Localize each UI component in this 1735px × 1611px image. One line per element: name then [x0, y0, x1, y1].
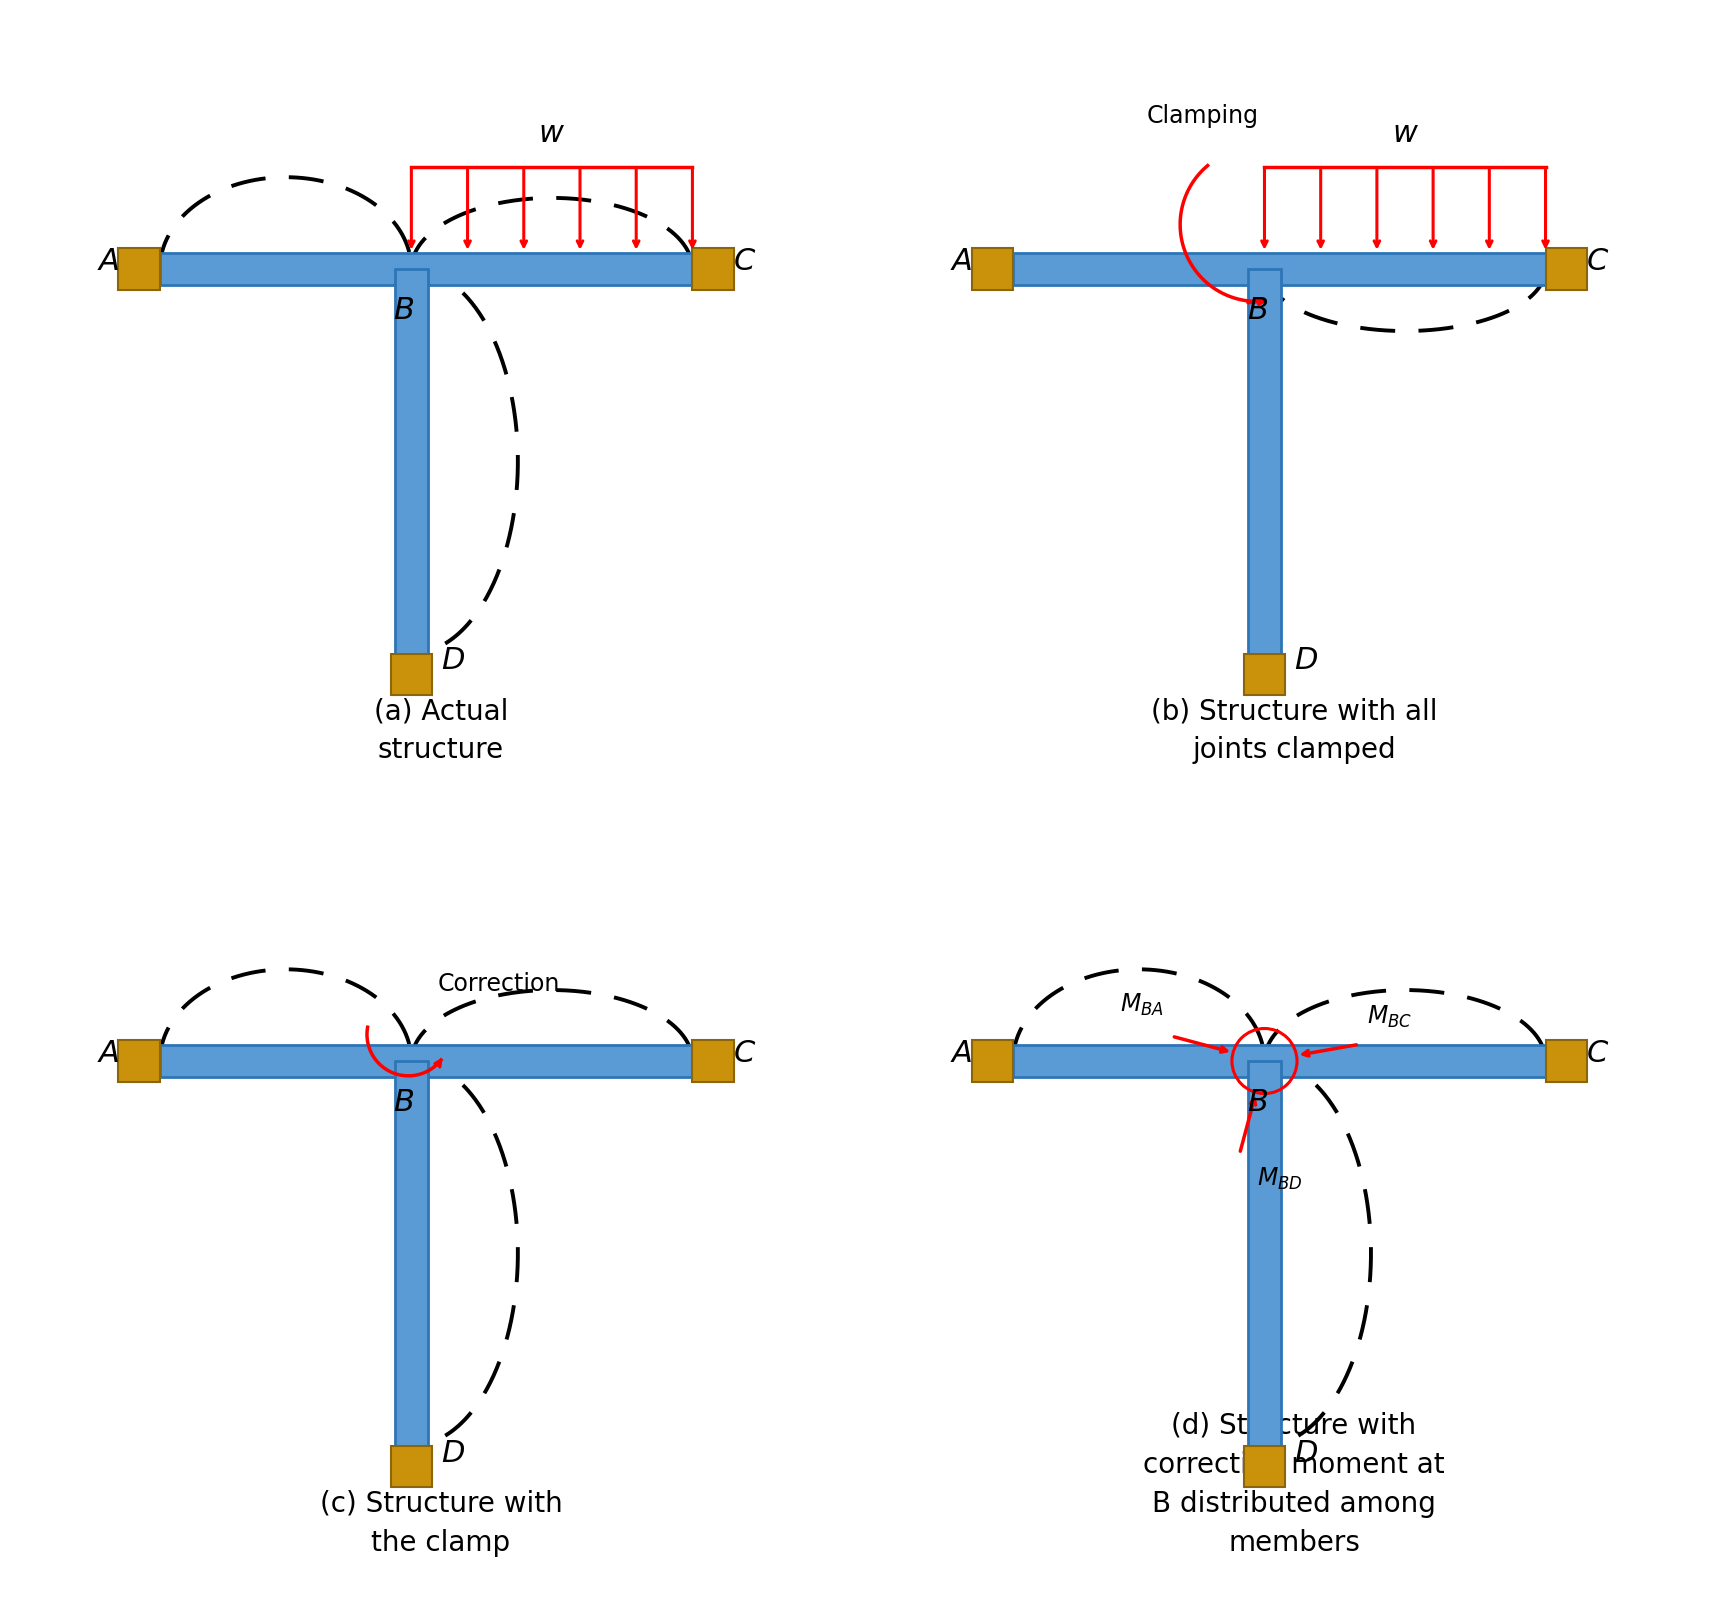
Bar — [160, 253, 692, 285]
Text: (c) Structure with
the clamp: (c) Structure with the clamp — [319, 1490, 562, 1556]
Text: Clamping: Clamping — [1147, 105, 1258, 129]
Text: Correction: Correction — [437, 971, 560, 996]
Bar — [1546, 1041, 1588, 1081]
Bar — [972, 1041, 1013, 1081]
Text: $C$: $C$ — [732, 246, 756, 275]
Text: (a) Actual
structure: (a) Actual structure — [373, 698, 508, 765]
Bar — [1247, 1062, 1280, 1445]
Bar — [1546, 248, 1588, 290]
Text: $D$: $D$ — [441, 646, 465, 675]
Bar — [1247, 269, 1280, 654]
Text: $B$: $B$ — [1246, 1087, 1268, 1116]
Text: $M_{BD}$: $M_{BD}$ — [1258, 1166, 1303, 1192]
Text: (d) Structure with
correction moment at
B distributed among
members: (d) Structure with correction moment at … — [1143, 1411, 1445, 1556]
Text: $C$: $C$ — [1586, 246, 1608, 275]
Bar — [1013, 1046, 1546, 1078]
Text: $M_{BC}$: $M_{BC}$ — [1367, 1004, 1412, 1029]
Text: $B$: $B$ — [394, 296, 415, 325]
Text: $w$: $w$ — [538, 119, 566, 148]
Bar — [692, 1041, 734, 1081]
Text: $C$: $C$ — [732, 1039, 756, 1068]
Text: $w$: $w$ — [1391, 119, 1419, 148]
Bar — [118, 1041, 160, 1081]
Bar — [396, 269, 427, 654]
Bar — [692, 248, 734, 290]
Text: $A$: $A$ — [951, 1039, 972, 1068]
Bar — [1013, 253, 1546, 285]
Bar — [396, 1062, 427, 1445]
Text: $A$: $A$ — [97, 1039, 120, 1068]
Text: $D$: $D$ — [441, 1439, 465, 1468]
Text: $D$: $D$ — [1294, 646, 1319, 675]
Bar — [1244, 1445, 1286, 1487]
Text: $B$: $B$ — [1246, 296, 1268, 325]
Bar — [390, 1445, 432, 1487]
Text: $A$: $A$ — [951, 246, 972, 275]
Text: (b) Structure with all
joints clamped: (b) Structure with all joints clamped — [1150, 698, 1437, 765]
Bar — [118, 248, 160, 290]
Text: $M_{BA}$: $M_{BA}$ — [1121, 992, 1164, 1018]
Bar — [972, 248, 1013, 290]
Bar — [1244, 654, 1286, 694]
Bar — [160, 1046, 692, 1078]
Text: $A$: $A$ — [97, 246, 120, 275]
Text: $D$: $D$ — [1294, 1439, 1319, 1468]
Text: $C$: $C$ — [1586, 1039, 1608, 1068]
Bar — [390, 654, 432, 694]
Text: $B$: $B$ — [394, 1087, 415, 1116]
